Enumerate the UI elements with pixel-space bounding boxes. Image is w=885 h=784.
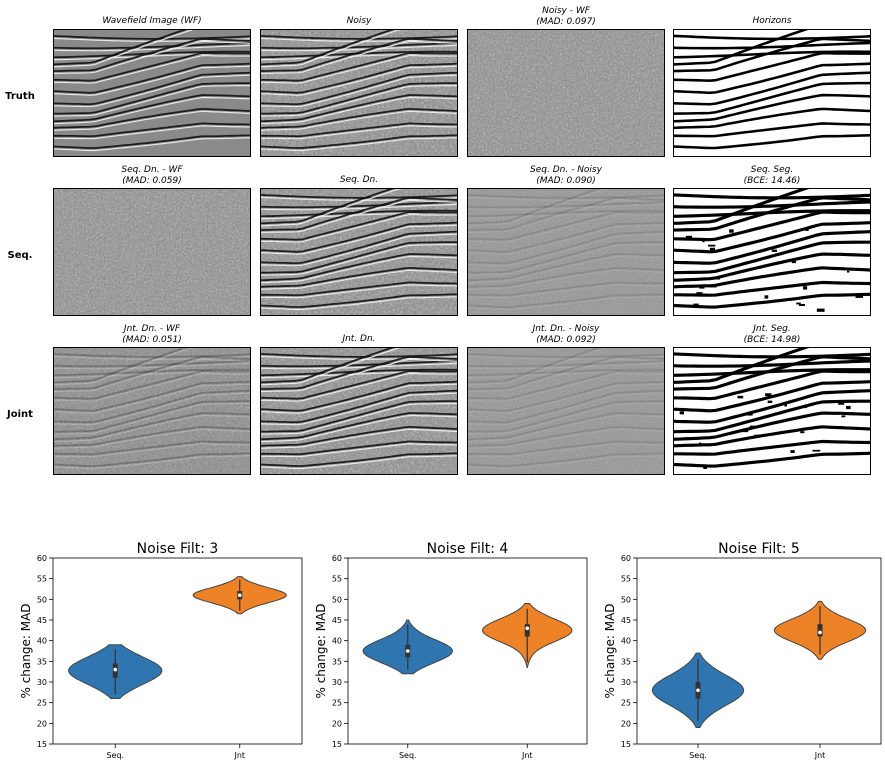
y-tick-label: 30 xyxy=(332,678,342,687)
panel-jnt-dn xyxy=(260,347,458,475)
x-tick-label: Jnt xyxy=(233,751,245,760)
panel-title: Wavefield Image (WF) xyxy=(53,16,251,27)
y-tick-label: 50 xyxy=(332,595,342,604)
x-tick-label: Jnt xyxy=(521,751,533,760)
violin-median xyxy=(818,631,822,635)
y-tick-label: 15 xyxy=(332,740,342,749)
y-tick-label: 40 xyxy=(621,637,631,646)
panel-title: Jnt. Seg. (BCE: 14.98) xyxy=(673,324,871,346)
violin-chart-svg: Noise Filt: 5 % change: MAD 15 20 25 30 35 40 45… xyxy=(584,535,885,780)
panel-title: Seq. Seg. (BCE: 14.46) xyxy=(673,165,871,187)
y-tick-label: 35 xyxy=(37,657,47,666)
violin-chart-filt-4: Noise Filt: 4 % change: MAD 15 20 25 30 35 40 45… xyxy=(295,535,591,780)
panel-noisy-minus-wf xyxy=(467,29,665,157)
y-tick-label: 20 xyxy=(621,719,631,728)
y-tick-label: 25 xyxy=(37,699,47,708)
x-tick-label: Seq. xyxy=(399,751,417,760)
violin-chart-filt-5: Noise Filt: 5 % change: MAD 15 20 25 30 35 40 45… xyxy=(584,535,885,780)
panel-title: Seq. Dn. xyxy=(260,175,458,186)
panel-jnt-seg xyxy=(673,347,871,475)
violin-iqr-box xyxy=(818,624,823,636)
y-tick-label: 35 xyxy=(621,657,631,666)
y-tick-label: 50 xyxy=(621,595,631,604)
row-label-truth: Truth xyxy=(0,91,40,102)
y-tick-label: 20 xyxy=(332,719,342,728)
panel-horizons xyxy=(673,29,871,157)
violin-median xyxy=(696,688,700,692)
panel-title: Jnt. Dn. xyxy=(260,334,458,345)
y-tick-label: 35 xyxy=(332,657,342,666)
row-label-joint: Joint xyxy=(0,409,40,420)
violin-iqr-box xyxy=(525,624,530,636)
panel-jnt-dn-minus-noisy xyxy=(467,347,665,475)
y-tick-label: 40 xyxy=(37,637,47,646)
panel-seq-dn xyxy=(260,188,458,316)
violin-median xyxy=(238,593,242,597)
y-tick-label: 25 xyxy=(332,699,342,708)
y-tick-label: 15 xyxy=(621,740,631,749)
panel-title: Noisy xyxy=(260,16,458,27)
y-axis-label: % change: MAD xyxy=(603,603,617,698)
y-tick-label: 45 xyxy=(621,616,631,625)
y-tick-label: 30 xyxy=(37,678,47,687)
y-tick-label: 45 xyxy=(332,616,342,625)
plot-frame xyxy=(53,558,302,744)
panel-title: Jnt. Dn. - WF (MAD: 0.051) xyxy=(53,324,251,346)
violin-median xyxy=(113,668,117,672)
panel-jnt-dn-minus-wf xyxy=(53,347,251,475)
panel-seq-dn-minus-wf xyxy=(53,188,251,316)
x-tick-label: Seq. xyxy=(689,751,707,760)
y-tick-label: 55 xyxy=(37,575,47,584)
y-axis-label: % change: MAD xyxy=(19,603,33,698)
y-tick-label: 15 xyxy=(37,740,47,749)
y-tick-label: 45 xyxy=(37,616,47,625)
panel-title: Seq. Dn. - Noisy (MAD: 0.090) xyxy=(467,165,665,187)
chart-title: Noise Filt: 5 xyxy=(718,541,800,557)
x-tick-label: Jnt xyxy=(814,751,826,760)
chart-title: Noise Filt: 3 xyxy=(137,541,219,557)
panel-noisy-image xyxy=(260,29,458,157)
y-tick-label: 40 xyxy=(332,637,342,646)
violin-chart-svg: Noise Filt: 4 % change: MAD 15 20 25 30 35 40 45… xyxy=(295,535,591,780)
panel-seq-dn-minus-noisy xyxy=(467,188,665,316)
x-tick-label: Seq. xyxy=(106,751,124,760)
violin-chart-svg: Noise Filt: 3 % change: MAD 15 20 25 30 35 40 45… xyxy=(0,535,306,780)
y-tick-label: 55 xyxy=(621,575,631,584)
y-tick-label: 30 xyxy=(621,678,631,687)
y-axis-label: % change: MAD xyxy=(314,603,328,698)
panel-title: Horizons xyxy=(673,16,871,27)
y-tick-label: 60 xyxy=(621,554,631,563)
panel-wavefield-image xyxy=(53,29,251,157)
panel-title: Noisy - WF (MAD: 0.097) xyxy=(467,6,665,28)
violin-median xyxy=(525,626,529,630)
plot-frame xyxy=(637,558,881,744)
y-tick-label: 50 xyxy=(37,595,47,604)
row-label-seq: Seq. xyxy=(0,250,40,261)
y-tick-label: 20 xyxy=(37,719,47,728)
violin-median xyxy=(406,649,410,653)
y-tick-label: 55 xyxy=(332,575,342,584)
y-tick-label: 25 xyxy=(621,699,631,708)
y-tick-label: 60 xyxy=(332,554,342,563)
panel-seq-seg xyxy=(673,188,871,316)
violin-chart-filt-3: Noise Filt: 3 % change: MAD 15 20 25 30 35 40 45… xyxy=(0,535,306,780)
panel-title: Seq. Dn. - WF (MAD: 0.059) xyxy=(53,165,251,187)
panel-title: Jnt. Dn. - Noisy (MAD: 0.092) xyxy=(467,324,665,346)
y-tick-label: 60 xyxy=(37,554,47,563)
chart-title: Noise Filt: 4 xyxy=(427,541,509,557)
